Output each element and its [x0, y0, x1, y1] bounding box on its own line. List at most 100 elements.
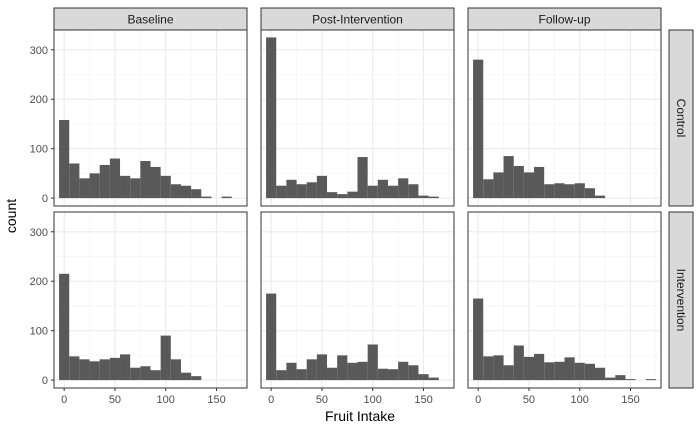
y-tick-label: 100 [30, 144, 48, 156]
histogram-bar [201, 196, 212, 199]
panel-background [54, 212, 247, 388]
histogram-bar [221, 196, 232, 199]
histogram-bar [483, 179, 494, 199]
panel-control-post-intervention [260, 29, 455, 207]
histogram-bar [574, 183, 585, 199]
histogram-bar [89, 361, 100, 381]
histogram-bar [150, 166, 161, 199]
histogram-bar [408, 184, 419, 199]
histogram-bar [59, 273, 70, 381]
y-tick-label: 0 [42, 375, 48, 387]
histogram-bar [180, 372, 192, 381]
histogram-bar [130, 178, 141, 199]
histogram-bar [59, 119, 70, 199]
histogram-bar [160, 335, 171, 381]
histogram-bar [493, 355, 504, 381]
histogram-bar [316, 175, 328, 199]
strip-label-control: Control [674, 99, 688, 138]
histogram-bar [79, 178, 90, 199]
axes: 0 100 200 300 0 100 200 300 0 50 100 150 0 50 100 150 0 5… [30, 45, 640, 406]
panel-intervention-baseline [53, 211, 248, 389]
histogram-bar [367, 344, 378, 381]
y-tick-label: 200 [30, 94, 48, 106]
x-tick-label: 0 [61, 394, 67, 406]
histogram-bar [347, 362, 358, 381]
x-tick-label: 50 [316, 394, 328, 406]
histogram-bar [140, 366, 151, 381]
facet-panels: Baseline Post-Intervention Follow-up Contro… [53, 7, 694, 389]
panel-border [467, 29, 662, 207]
histogram-bar [130, 367, 141, 381]
histogram-bar [398, 178, 409, 199]
histogram-bar [357, 157, 368, 199]
histogram-bar [357, 361, 368, 381]
histogram-bar [296, 369, 307, 381]
histogram-bar [398, 361, 409, 381]
strip-intervention [668, 211, 694, 389]
histogram-bar [170, 184, 181, 199]
histogram-bar [645, 379, 656, 381]
histogram-bar [554, 183, 565, 199]
x-tick-label: 100 [364, 394, 382, 406]
histogram-bar [564, 184, 575, 199]
histogram-bar [347, 191, 358, 199]
x-tick-label: 100 [157, 394, 175, 406]
histogram-bar [367, 185, 378, 199]
histogram-bar [266, 293, 277, 381]
histogram-bar [109, 357, 121, 381]
histogram-bar [69, 163, 80, 199]
histogram-bar [473, 59, 484, 199]
histogram-bar [513, 345, 524, 381]
y-tick-label: 300 [30, 45, 48, 57]
panel-intervention-post-intervention [260, 211, 455, 389]
x-tick-label: 150 [207, 394, 225, 406]
x-tick-label: 0 [475, 394, 481, 406]
panel-background [261, 212, 454, 388]
panel-border [53, 211, 248, 389]
histogram-bar [574, 362, 585, 381]
histogram-bar [120, 354, 131, 381]
histogram-bar [428, 196, 439, 199]
histogram-bar [337, 194, 348, 199]
histogram-bar [160, 175, 171, 199]
panel-control-follow-up [467, 29, 662, 207]
strip-label-post-intervention: Post-Intervention [312, 13, 403, 27]
histogram-bar [473, 298, 484, 381]
y-axis-title: count [3, 199, 19, 233]
histogram-bar [99, 164, 110, 199]
histogram-bar [605, 377, 616, 381]
x-tick-label: 100 [571, 394, 589, 406]
histogram-bar [615, 375, 626, 381]
histogram-bar [483, 356, 494, 381]
histogram-bar [337, 355, 348, 381]
histogram-bar [408, 365, 419, 381]
histogram-bar [89, 173, 100, 199]
histogram-bar [306, 359, 317, 381]
histogram-bar [276, 185, 287, 199]
y-tick-label: 100 [30, 326, 48, 338]
x-tick-label: 50 [109, 394, 121, 406]
panel-border [260, 211, 455, 389]
histogram-bar [534, 166, 545, 199]
histogram-bar [523, 172, 535, 199]
histogram-bar [170, 359, 181, 381]
histogram-bar [327, 367, 338, 381]
histogram-bar [316, 354, 328, 381]
histogram-bar [109, 158, 121, 199]
histogram-bar [387, 369, 399, 381]
histogram-bar [534, 353, 545, 381]
histogram-bar [523, 356, 535, 381]
histogram-bar [296, 184, 307, 199]
histogram-bar [513, 165, 524, 199]
histogram-bar [69, 356, 80, 381]
histogram-bar [306, 182, 317, 199]
x-tick-label: 50 [523, 394, 535, 406]
y-tick-label: 0 [42, 193, 48, 205]
histogram-bar [418, 195, 429, 199]
histogram-bar [544, 362, 555, 381]
histogram-bar [120, 175, 131, 199]
histogram-bar [554, 361, 565, 381]
histogram-bar [428, 377, 439, 381]
histogram-bar [493, 172, 504, 199]
